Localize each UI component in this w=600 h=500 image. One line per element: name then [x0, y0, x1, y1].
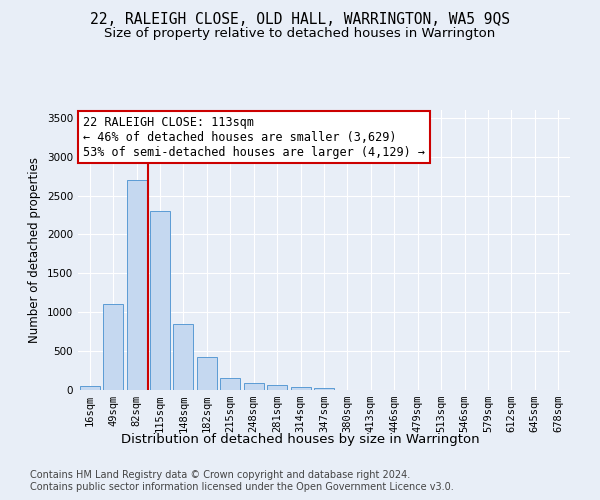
- Bar: [150, 211, 170, 390]
- Text: 22 RALEIGH CLOSE: 113sqm
← 46% of detached houses are smaller (3,629)
53% of sem: 22 RALEIGH CLOSE: 113sqm ← 46% of detach…: [83, 116, 425, 158]
- Bar: [173, 324, 193, 390]
- Text: Distribution of detached houses by size in Warrington: Distribution of detached houses by size …: [121, 432, 479, 446]
- Bar: [127, 180, 146, 390]
- Bar: [244, 382, 263, 390]
- Text: Contains public sector information licensed under the Open Government Licence v3: Contains public sector information licen…: [30, 482, 454, 492]
- Bar: [220, 378, 240, 390]
- Text: Contains HM Land Registry data © Crown copyright and database right 2024.: Contains HM Land Registry data © Crown c…: [30, 470, 410, 480]
- Bar: [197, 358, 217, 390]
- Bar: [103, 304, 123, 390]
- Bar: [80, 386, 100, 390]
- Bar: [314, 388, 334, 390]
- Text: 22, RALEIGH CLOSE, OLD HALL, WARRINGTON, WA5 9QS: 22, RALEIGH CLOSE, OLD HALL, WARRINGTON,…: [90, 12, 510, 28]
- Y-axis label: Number of detached properties: Number of detached properties: [28, 157, 41, 343]
- Bar: [290, 387, 311, 390]
- Text: Size of property relative to detached houses in Warrington: Size of property relative to detached ho…: [104, 28, 496, 40]
- Bar: [267, 386, 287, 390]
